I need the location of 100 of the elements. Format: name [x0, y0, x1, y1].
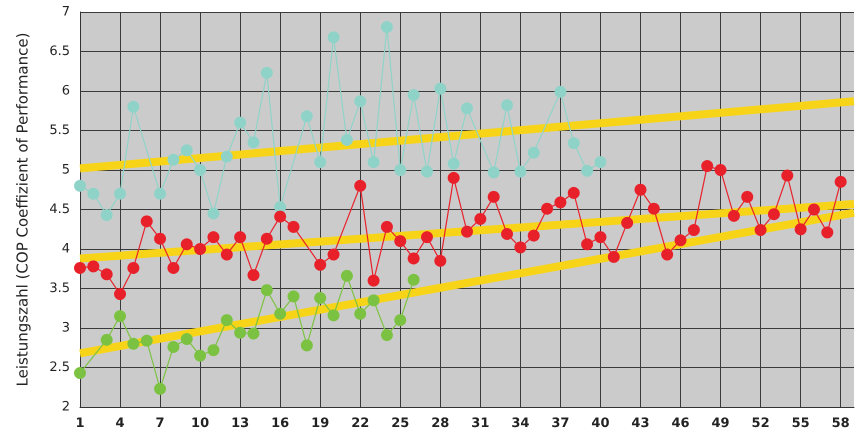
point	[368, 274, 380, 287]
point	[434, 82, 446, 95]
point	[754, 224, 767, 236]
point	[741, 190, 754, 203]
point	[127, 338, 140, 350]
point	[354, 95, 366, 108]
point	[127, 262, 140, 274]
point	[300, 339, 313, 352]
point	[528, 230, 540, 242]
x-tick-label: 52	[752, 416, 770, 431]
point	[74, 367, 86, 380]
point	[648, 202, 660, 215]
point	[328, 31, 340, 44]
x-tick-label: 43	[631, 416, 650, 431]
x-tick-label: 16	[271, 416, 290, 431]
point	[74, 180, 86, 192]
point	[501, 228, 514, 240]
point	[154, 232, 166, 245]
x-tick-label: 46	[671, 416, 690, 431]
point	[408, 274, 420, 286]
point	[380, 329, 393, 342]
point	[408, 252, 420, 264]
point	[207, 231, 220, 244]
point	[568, 186, 580, 199]
point	[314, 292, 326, 304]
point	[674, 234, 687, 246]
point	[808, 204, 820, 216]
y-tick-label: 3	[62, 320, 70, 336]
y-axis-title: Leistungszahl (COP Coeffizient of Performance)	[14, 32, 32, 386]
point	[461, 226, 473, 238]
point	[114, 188, 126, 200]
point	[288, 290, 300, 302]
point	[207, 207, 220, 220]
point	[288, 220, 300, 233]
point	[581, 238, 594, 250]
y-tick-label: 2	[62, 400, 70, 414]
y-tick-label: 2.5	[49, 360, 70, 375]
point	[448, 172, 460, 184]
y-tick-label: 6	[62, 84, 70, 98]
y-tick-label: 4.5	[49, 202, 70, 217]
point	[194, 350, 206, 362]
point	[100, 334, 113, 346]
point	[434, 254, 446, 267]
point	[394, 164, 406, 176]
point	[247, 269, 260, 282]
point	[541, 202, 554, 215]
y-tick-label: 3.5	[49, 281, 70, 296]
point	[420, 231, 433, 244]
point	[180, 238, 193, 250]
point	[194, 164, 206, 176]
y-tick-label: 7	[62, 4, 70, 20]
point	[140, 215, 153, 228]
point	[340, 134, 353, 146]
point	[260, 232, 273, 245]
point	[314, 258, 326, 271]
point	[180, 144, 193, 156]
point	[154, 188, 166, 200]
point	[234, 231, 246, 244]
point	[368, 156, 380, 168]
point	[354, 180, 366, 192]
point	[167, 340, 180, 353]
point	[768, 208, 780, 220]
point	[794, 223, 807, 236]
x-tick-label: 37	[551, 416, 570, 431]
x-tick-label: 22	[351, 416, 370, 431]
point	[154, 382, 166, 395]
point	[194, 243, 206, 255]
point	[140, 334, 153, 347]
point	[380, 21, 393, 34]
point	[260, 66, 273, 79]
point	[100, 209, 113, 222]
x-tick-label: 28	[431, 416, 450, 431]
point	[408, 88, 420, 101]
point	[300, 110, 313, 122]
point	[514, 241, 526, 254]
x-tick-label: 55	[792, 416, 810, 431]
x-tick-label: 25	[391, 416, 410, 431]
point	[368, 294, 380, 306]
point	[114, 310, 126, 322]
point	[87, 260, 100, 272]
point	[714, 164, 727, 176]
x-tick-label: 1	[75, 416, 85, 431]
point	[501, 99, 514, 112]
point	[688, 224, 700, 236]
point	[234, 326, 246, 339]
point	[314, 156, 326, 168]
point	[100, 268, 113, 280]
x-tick-label: 7	[156, 416, 165, 431]
x-tick-label: 10	[191, 416, 210, 431]
y-tick-label: 4	[62, 242, 70, 256]
point	[234, 116, 246, 129]
point	[608, 250, 620, 263]
x-tick-label: 4	[116, 416, 125, 431]
point	[634, 184, 646, 196]
point	[87, 188, 100, 200]
point	[448, 158, 460, 170]
point	[781, 170, 794, 182]
point	[701, 160, 714, 172]
point	[328, 309, 340, 322]
point	[594, 156, 606, 168]
